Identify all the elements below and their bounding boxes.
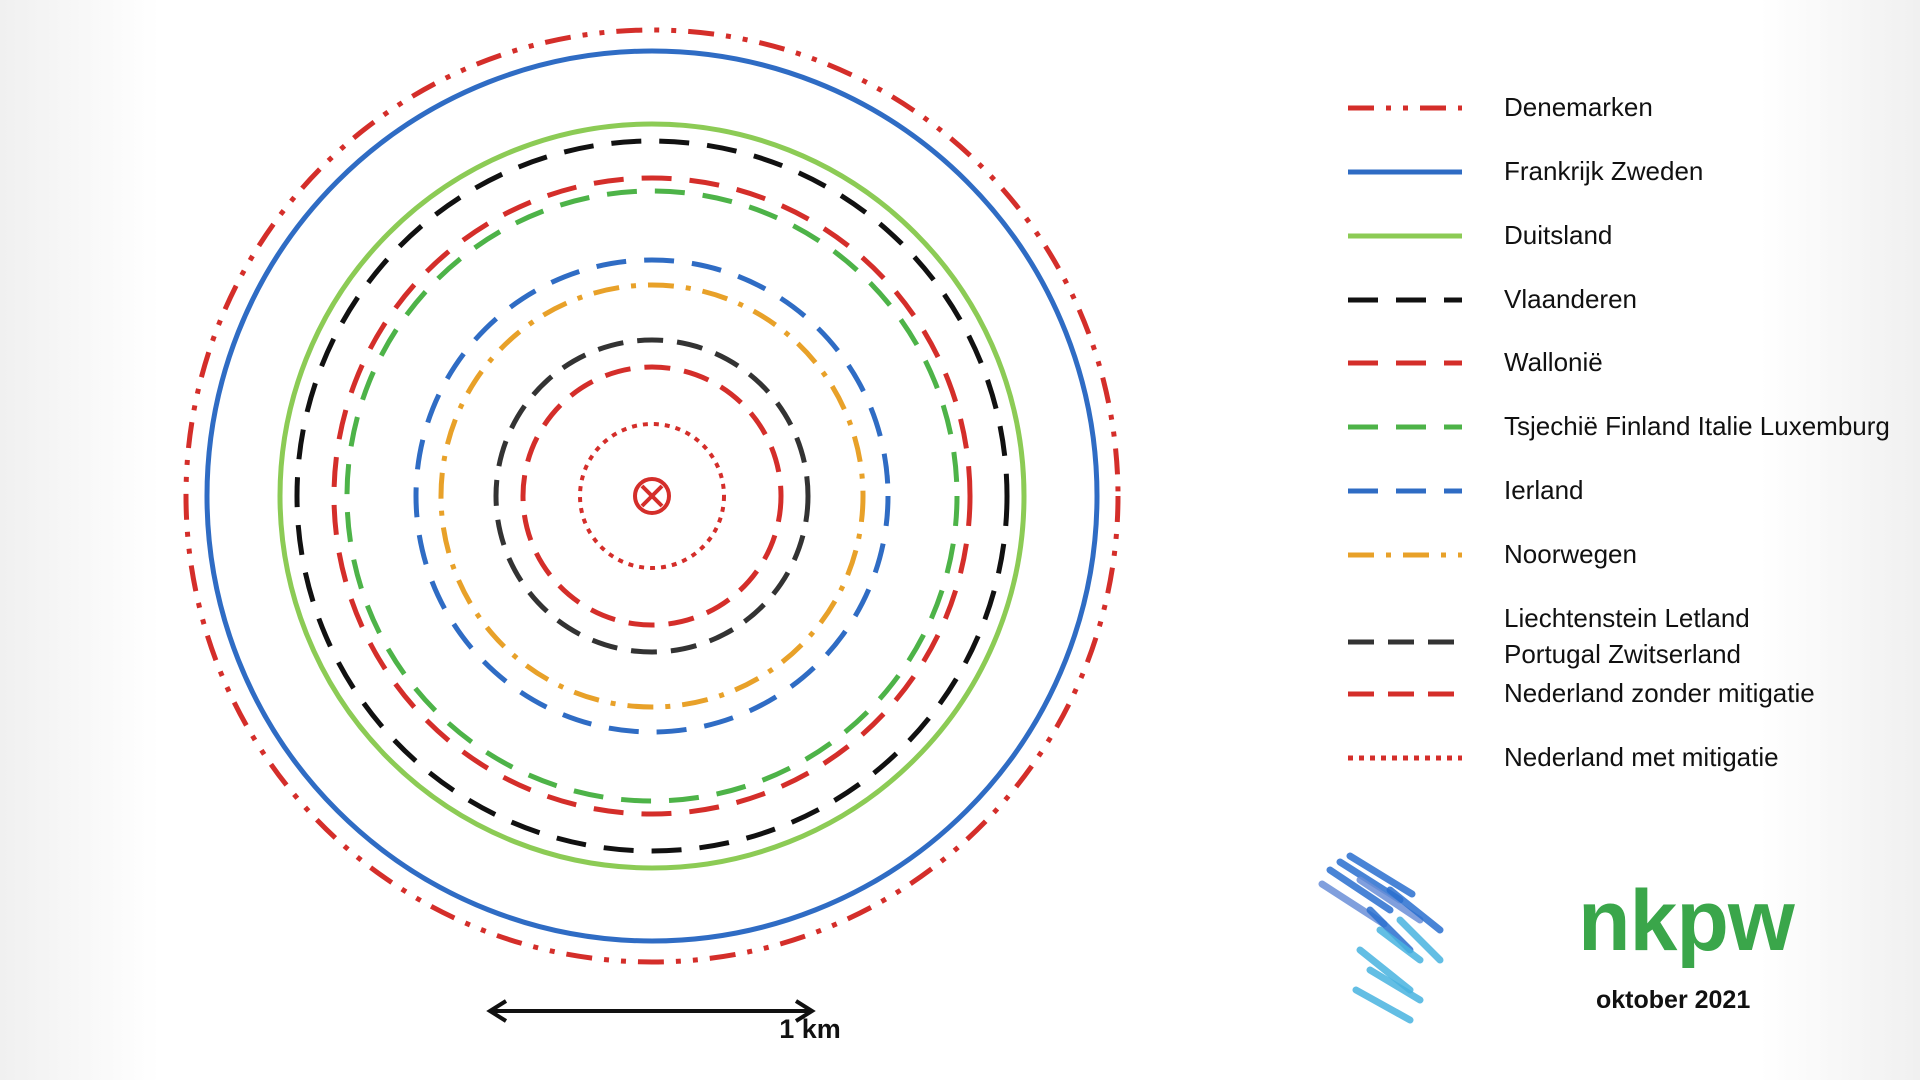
diagram-panel: Denemarken Frankrijk Zweden Duitsland Vlaan…	[160, 0, 1890, 1080]
legend-swatch	[1348, 233, 1462, 239]
legend-item: Noorwegen	[1340, 531, 1920, 571]
legend-swatch	[1348, 639, 1462, 645]
legend-label: Tsjechië Finland Italie Luxemburg	[1504, 411, 1890, 441]
legend-item: Liechtenstein Letland Portugal Zwitserla…	[1340, 595, 1920, 669]
legend-label: Wallonië	[1504, 347, 1603, 377]
legend-swatch	[1348, 169, 1462, 175]
legend-item: Ierland	[1340, 467, 1920, 507]
ring-11	[578, 422, 726, 570]
nkpw-logo-icon	[1318, 852, 1444, 1024]
legend-swatch	[1348, 424, 1462, 430]
legend-label: Frankrijk Zweden	[1504, 156, 1704, 186]
ring-10	[520, 364, 784, 628]
buffer-zone-rings-diagram	[183, 27, 1121, 1023]
legend-label: Liechtenstein Letland Portugal Zwitserla…	[1504, 603, 1750, 669]
legend-swatch	[1348, 360, 1462, 366]
legend-label: Ierland	[1504, 475, 1584, 505]
legend-swatch	[1348, 755, 1462, 761]
circled-x-icon	[633, 477, 671, 515]
logo-text: nkpw	[1578, 873, 1795, 969]
scale-bar-label: 1 km	[779, 1014, 841, 1044]
legend-label: Vlaanderen	[1504, 284, 1637, 314]
legend-swatch	[1348, 691, 1462, 697]
legend-swatch	[1348, 297, 1462, 303]
legend-swatch	[1348, 488, 1462, 494]
ring-8	[438, 282, 866, 710]
legend-item: Vlaanderen	[1340, 276, 1920, 316]
legend-label: Nederland met mitigatie	[1504, 742, 1779, 772]
legend-swatch	[1348, 552, 1462, 558]
ring-9	[493, 337, 811, 655]
legend-swatch	[1348, 105, 1462, 111]
legend-item: Nederland met mitigatie	[1340, 734, 1920, 774]
legend-item: Duitsland	[1340, 212, 1920, 252]
legend-item: Denemarken	[1340, 84, 1920, 124]
legend-item: Wallonië	[1340, 339, 1920, 379]
ring-2	[204, 48, 1100, 944]
logo-date: oktober 2021	[1596, 986, 1751, 1014]
ring-6	[344, 188, 960, 804]
ring-3	[277, 121, 1027, 871]
legend-item: Tsjechië Finland Italie Luxemburg	[1340, 403, 1920, 443]
legend-label: Nederland zonder mitigatie	[1504, 678, 1815, 708]
ring-4	[294, 138, 1010, 854]
legend-label: Duitsland	[1504, 220, 1613, 250]
ring-1	[183, 27, 1121, 965]
legend-label: Denemarken	[1504, 92, 1653, 122]
legend-label: Noorwegen	[1504, 539, 1637, 569]
legend-item: Frankrijk Zweden	[1340, 148, 1920, 188]
legend-item: Nederland zonder mitigatie	[1340, 670, 1920, 710]
scale-bar	[486, 999, 816, 1023]
ring-5	[331, 175, 973, 817]
ring-7	[413, 257, 891, 735]
